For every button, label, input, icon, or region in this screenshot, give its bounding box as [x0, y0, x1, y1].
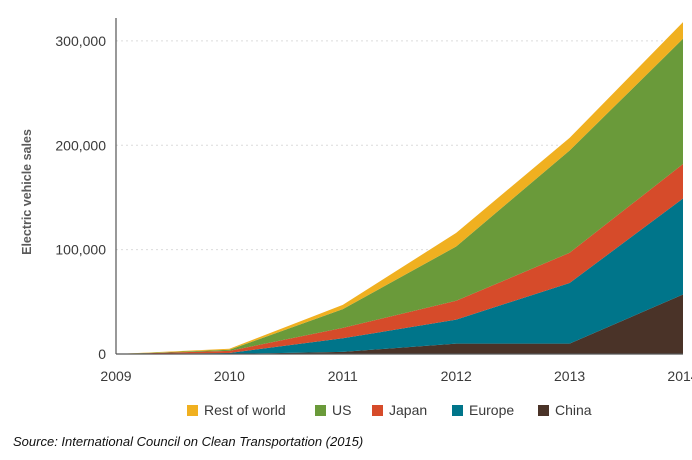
x-tick-labels: 2009 2010 2011 2012 2013 2014	[100, 368, 692, 384]
legend-item-us: US	[315, 402, 351, 418]
x-tick-label: 2013	[554, 368, 585, 384]
x-tick-label: 2012	[441, 368, 472, 384]
area-series-us	[116, 38, 683, 355]
y-tick-label: 0	[98, 346, 106, 362]
x-tick-label: 2011	[328, 368, 358, 384]
legend-swatch	[372, 405, 383, 416]
legend-label: Japan	[389, 402, 427, 418]
y-axis-title: Electric vehicle sales	[20, 129, 34, 255]
legend-swatch	[187, 405, 198, 416]
legend-item-japan: Japan	[372, 402, 427, 418]
legend-label: China	[555, 402, 592, 418]
axes	[115, 18, 683, 355]
y-tick-label: 300,000	[55, 33, 106, 49]
y-tick-labels: 0 100,000 200,000 300,000	[55, 33, 106, 362]
y-tick-label: 200,000	[55, 137, 106, 153]
legend-swatch	[452, 405, 463, 416]
legend-item-rest-of-world: Rest of world	[187, 402, 286, 418]
legend-label: US	[332, 402, 351, 418]
legend-swatch	[538, 405, 549, 416]
area-series-europe	[116, 198, 683, 354]
legend-swatch	[315, 405, 326, 416]
legend-item-china: China	[538, 402, 592, 418]
x-tick-label: 2014	[667, 368, 692, 384]
y-tick-label: 100,000	[55, 242, 106, 258]
area-series-group	[116, 22, 683, 355]
x-tick-label: 2010	[214, 368, 245, 384]
legend: Rest of world US Japan Europe China	[187, 402, 592, 418]
legend-label: Europe	[469, 402, 514, 418]
x-tick-label: 2009	[100, 368, 131, 384]
legend-item-europe: Europe	[452, 402, 514, 418]
area-series-china	[116, 294, 683, 354]
legend-label: Rest of world	[204, 402, 286, 418]
area-series-japan	[116, 164, 683, 354]
source-caption: Source: International Council on Clean T…	[13, 434, 364, 449]
